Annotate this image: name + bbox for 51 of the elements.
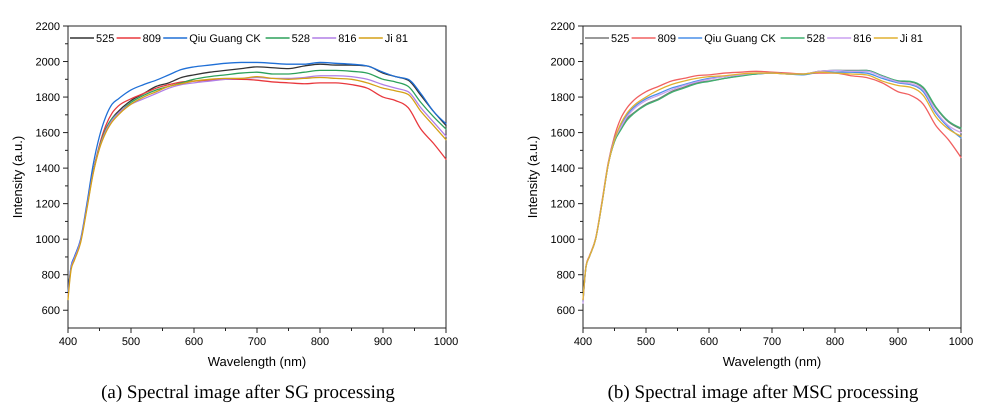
legend-label: 528: [292, 33, 310, 45]
text: (b) Spectral image after MSC processing: [608, 382, 919, 403]
x-tick-label: 700: [248, 336, 266, 348]
text: (a) Spectral image after SG processing: [101, 382, 396, 403]
legend-label: Qiu Guang CK: [704, 33, 776, 45]
y-tick-label: 2000: [550, 56, 575, 69]
x-tick-label: 700: [762, 336, 782, 348]
y-tick-label: 1200: [550, 198, 575, 211]
y-tick-label: 1400: [550, 163, 575, 176]
x-tick-label: 400: [58, 336, 78, 348]
x-tick-label: 500: [636, 336, 656, 348]
x-tick-label: 900: [888, 336, 908, 348]
line-series: [92, 70, 447, 172]
x-axis-title: Wavelength (nm): [208, 354, 306, 369]
x-tick-label: 400: [574, 336, 592, 348]
legend-label: 816: [338, 33, 357, 45]
legend-label: 816: [853, 33, 872, 45]
y-tick-label: 1200: [36, 198, 60, 211]
y-tick-label: 2000: [36, 56, 60, 69]
y-tick-label: 1800: [550, 92, 575, 104]
legend-label: Ji 81: [900, 33, 924, 45]
y-tick-label: 1600: [550, 128, 575, 140]
y-tick-label: 1400: [36, 163, 60, 176]
legend-label: 525: [96, 33, 114, 45]
x-tick-label: 1000: [948, 336, 974, 348]
y-tick-label: 800: [42, 270, 60, 282]
legend-label: 525: [611, 33, 630, 45]
y-tick-label: 600: [556, 305, 575, 318]
y-tick-label: 1000: [550, 234, 575, 246]
legend-label: 528: [806, 33, 825, 45]
x-axis-title: Wavelength (nm): [722, 354, 822, 369]
y-tick-label: 1800: [36, 92, 60, 104]
y-tick-label: 2200: [36, 21, 60, 33]
y-tick-label: 1600: [36, 128, 60, 140]
legend-label: 809: [142, 33, 161, 45]
y-tick-label: 1000: [36, 234, 60, 246]
x-tick-label: 800: [310, 336, 330, 348]
y-tick-label: 600: [42, 305, 60, 318]
x-tick-label: 600: [184, 336, 204, 348]
y-axis-title: Intensity (a.u.): [525, 136, 540, 218]
x-tick-label: 1000: [434, 336, 458, 348]
y-axis-title: Intensity (a.u.): [10, 136, 25, 218]
x-tick-label: 500: [122, 336, 140, 348]
y-tick-label: 800: [556, 270, 575, 282]
legend-label: Qiu Guang CK: [189, 33, 262, 45]
x-tick-label: 800: [826, 336, 844, 348]
legend-label: Ji 81: [384, 33, 408, 45]
legend-label: 809: [658, 33, 676, 45]
x-tick-label: 600: [700, 336, 718, 348]
x-tick-label: 900: [374, 336, 392, 348]
y-tick-label: 2200: [550, 21, 575, 33]
